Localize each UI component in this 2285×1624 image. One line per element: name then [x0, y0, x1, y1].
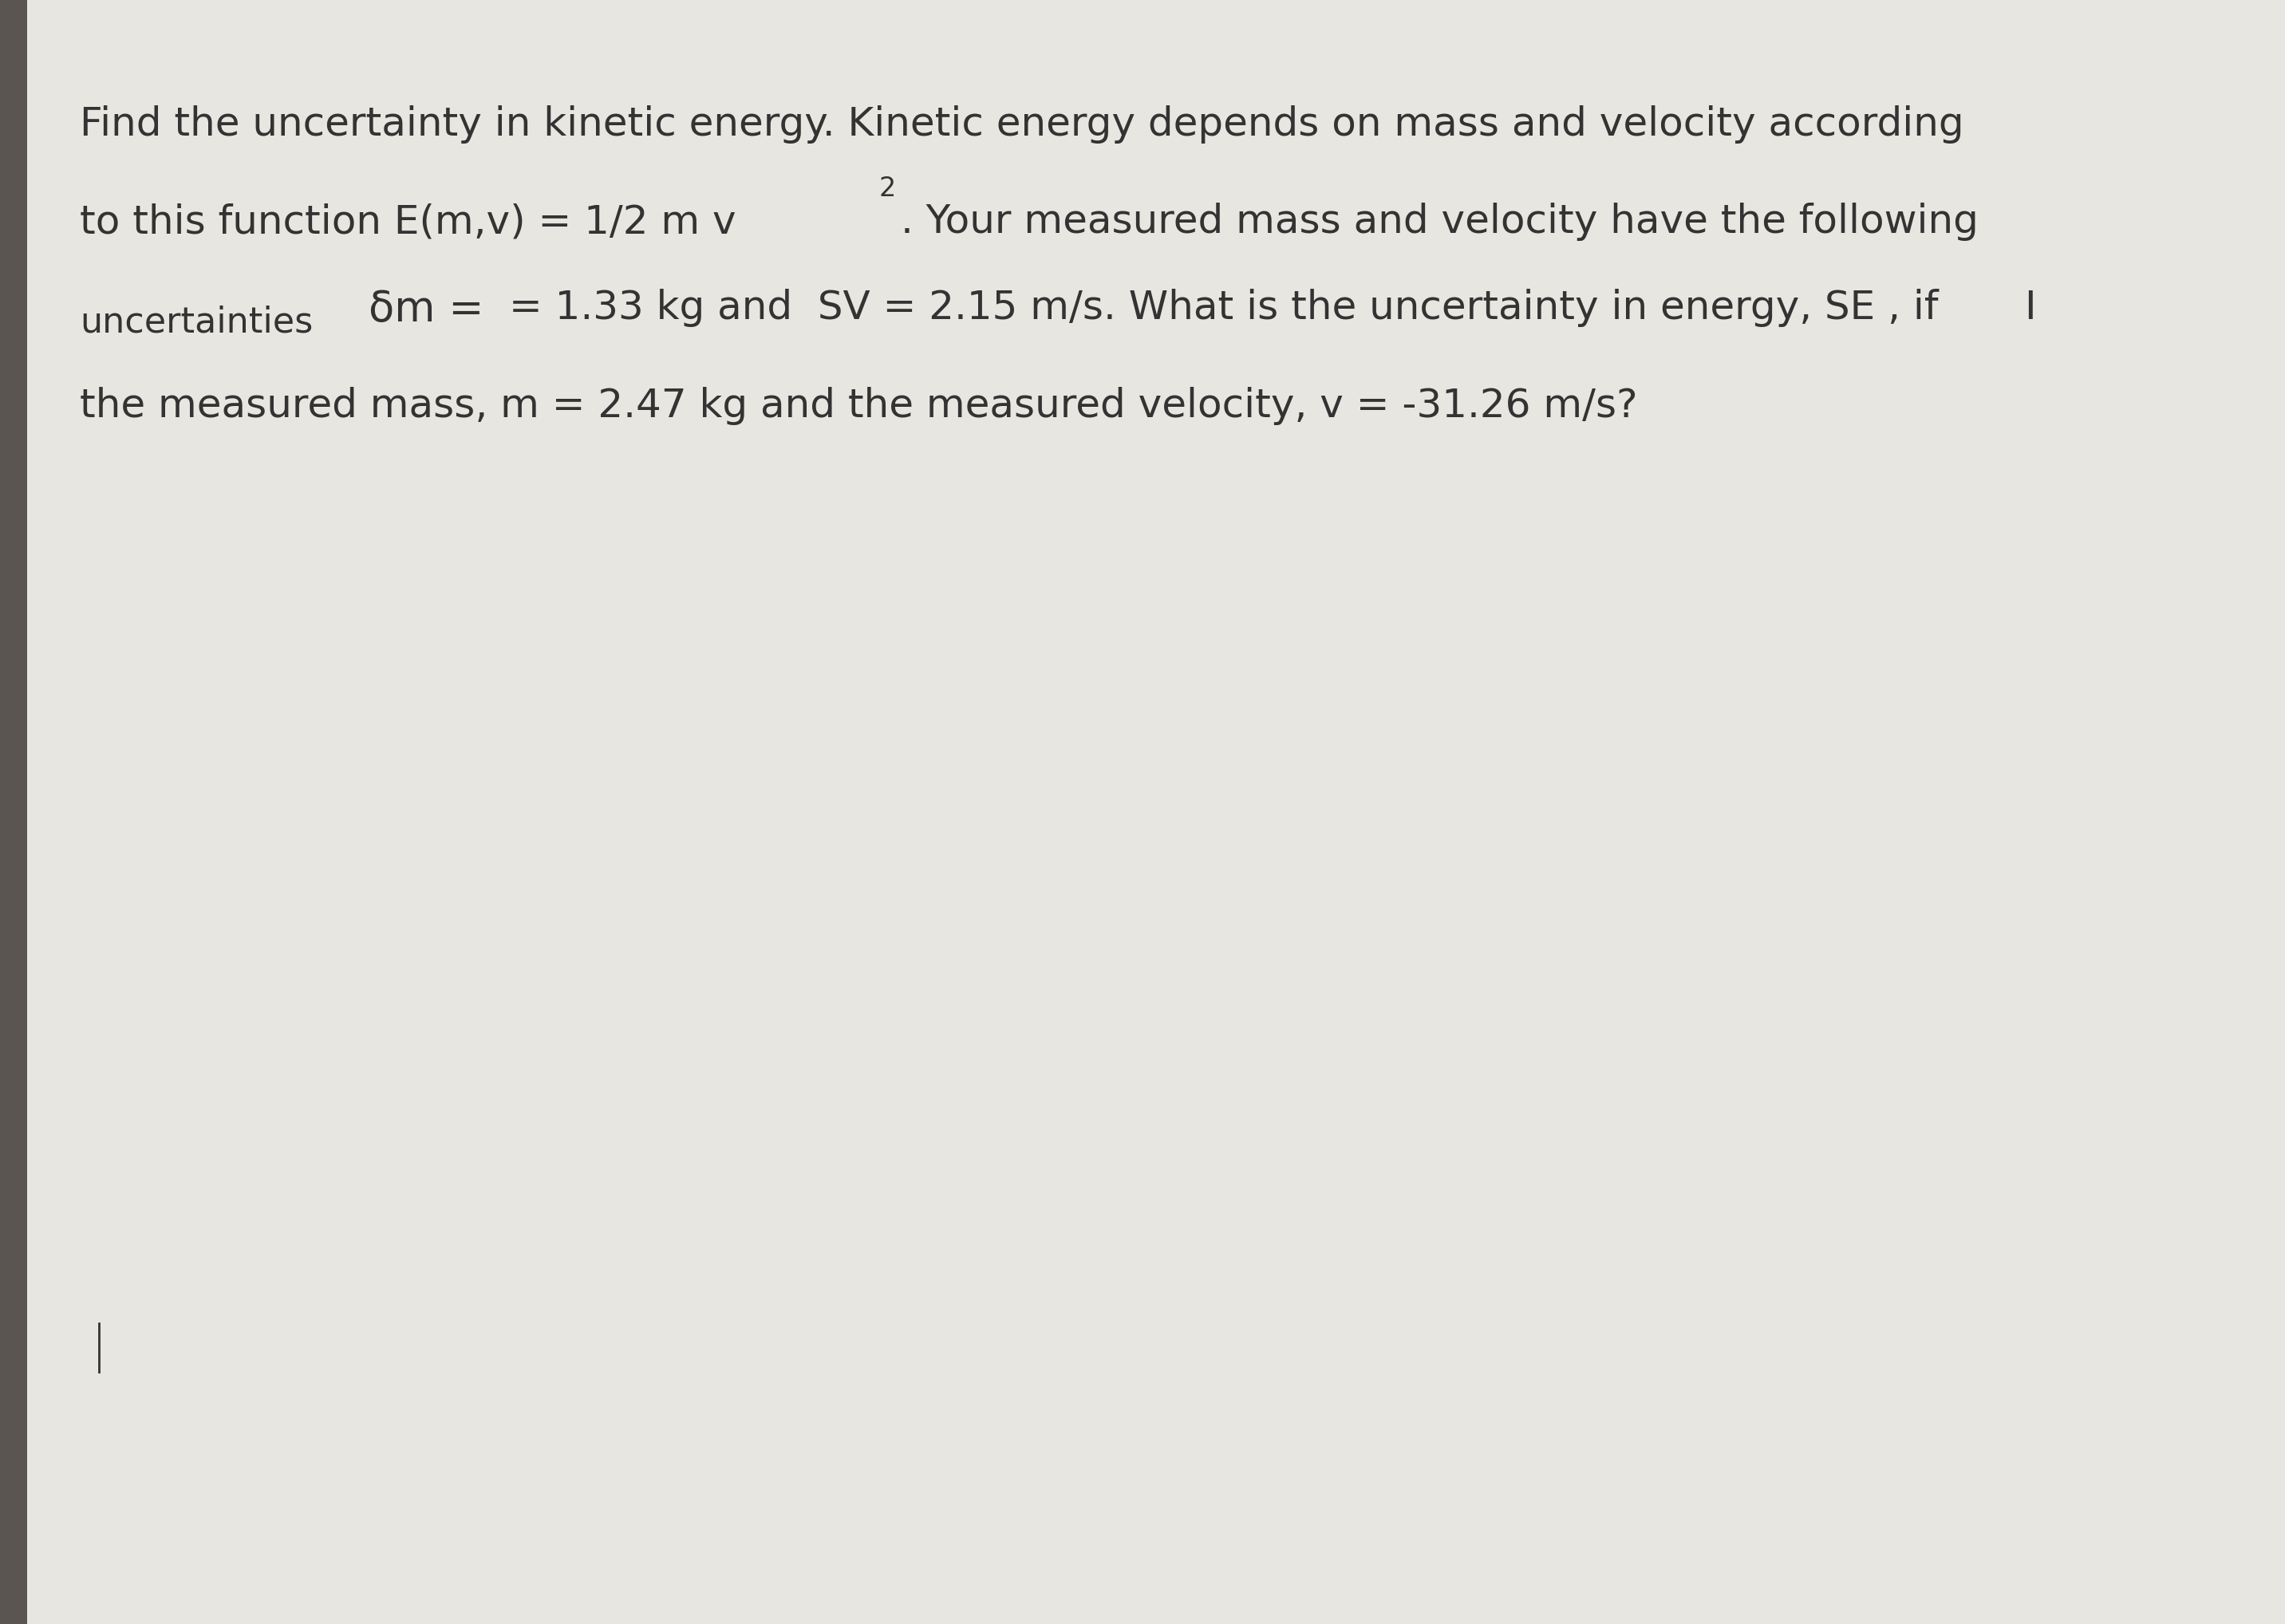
Text: δm =: δm = [368, 289, 484, 331]
Text: . Your measured mass and velocity have the following: . Your measured mass and velocity have t… [900, 203, 1979, 242]
Text: = 1.33 kg and  SV = 2.15 m/s. What is the uncertainty in energy, SE , if: = 1.33 kg and SV = 2.15 m/s. What is the… [510, 289, 1938, 328]
FancyBboxPatch shape [0, 0, 27, 1624]
Text: I: I [2025, 289, 2036, 328]
Text: 2: 2 [880, 175, 896, 201]
Text: uncertainties: uncertainties [80, 305, 313, 339]
Text: to this function E(m,v) = 1/2 m v: to this function E(m,v) = 1/2 m v [80, 203, 736, 242]
Text: Find the uncertainty in kinetic energy. Kinetic energy depends on mass and veloc: Find the uncertainty in kinetic energy. … [80, 106, 1965, 145]
Text: the measured mass, m = 2.47 kg and the measured velocity, v = -31.26 m/s?: the measured mass, m = 2.47 kg and the m… [80, 387, 1638, 425]
